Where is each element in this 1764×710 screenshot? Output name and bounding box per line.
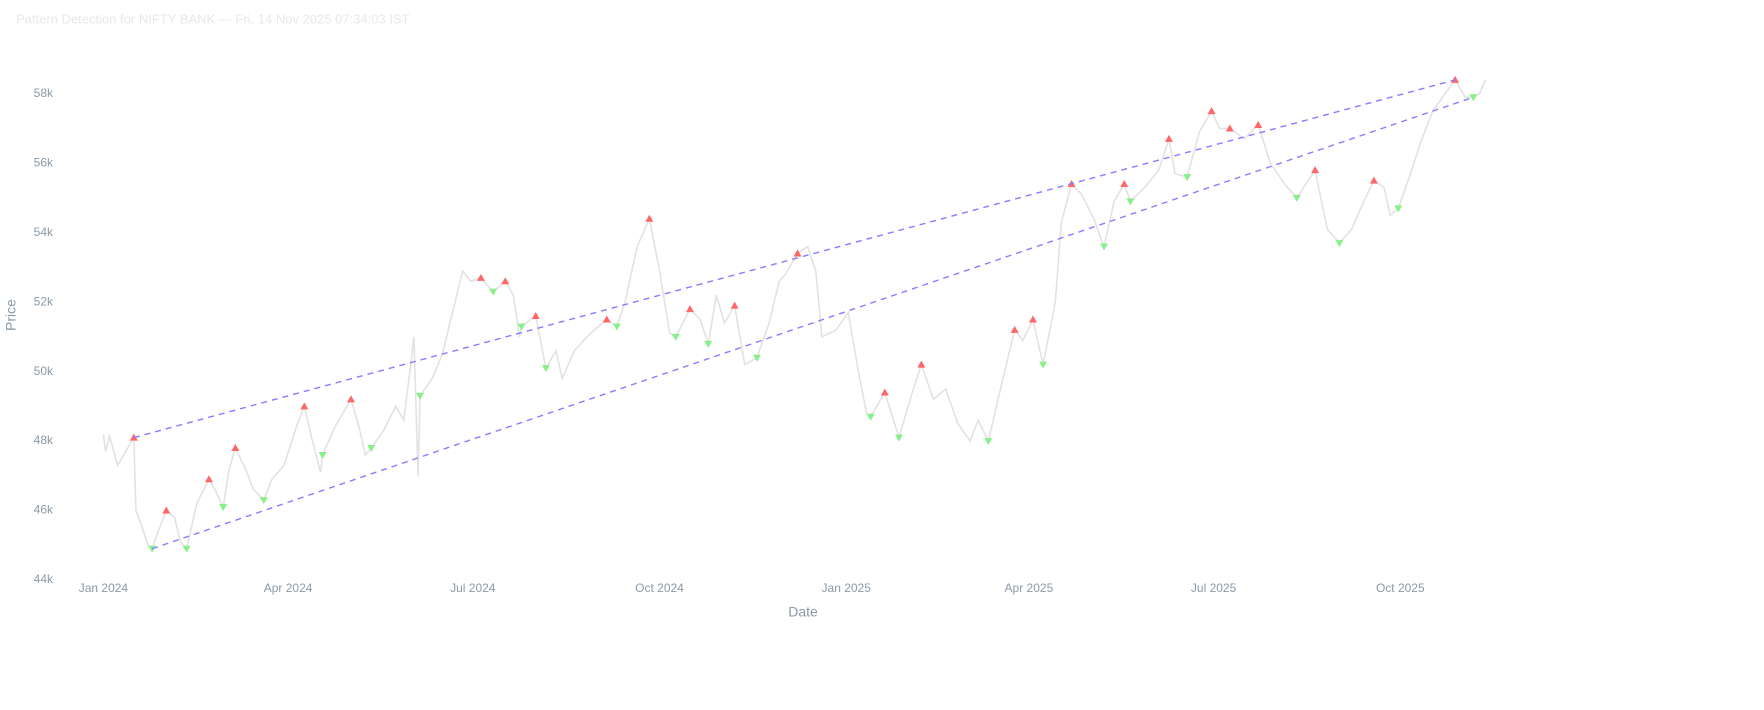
peak-marker bbox=[1028, 315, 1037, 323]
x-tick-label: Jul 2025 bbox=[1191, 581, 1237, 595]
peak-marker bbox=[1225, 124, 1234, 132]
trough-marker bbox=[612, 323, 621, 331]
trough-marker bbox=[517, 323, 526, 331]
y-tick-label: 48k bbox=[34, 433, 54, 447]
peak-marker bbox=[476, 273, 485, 281]
peak-marker bbox=[793, 249, 802, 257]
trend-line bbox=[133, 79, 1456, 439]
peak-marker bbox=[531, 312, 540, 320]
x-axis-title: Date bbox=[788, 604, 818, 620]
peak-marker bbox=[501, 277, 510, 285]
peak-marker bbox=[602, 315, 611, 323]
trend-line bbox=[151, 96, 1474, 550]
peak-marker bbox=[204, 475, 213, 483]
peak-marker bbox=[1311, 166, 1320, 174]
trough-marker bbox=[182, 545, 191, 553]
peak-marker bbox=[1369, 176, 1378, 184]
y-tick-label: 50k bbox=[34, 364, 54, 378]
trough-marker bbox=[259, 497, 268, 505]
chart-title: Pattern Detection for NIFTY BANK — Fri, … bbox=[16, 11, 410, 26]
peak-marker bbox=[880, 388, 889, 396]
x-tick-label: Oct 2024 bbox=[635, 581, 684, 595]
trough-marker bbox=[1099, 243, 1108, 251]
x-tick-label: Jan 2025 bbox=[822, 581, 872, 595]
peak-marker bbox=[300, 402, 309, 410]
peak-marker bbox=[917, 360, 926, 368]
peak-marker bbox=[730, 301, 739, 309]
trough-marker bbox=[752, 354, 761, 362]
trough-marker bbox=[1335, 240, 1344, 248]
x-tick-label: Jul 2024 bbox=[450, 581, 496, 595]
x-tick-label: Jan 2024 bbox=[79, 581, 129, 595]
trough-marker bbox=[984, 438, 993, 446]
peak-marker bbox=[1010, 325, 1019, 333]
trough-marker bbox=[671, 333, 680, 341]
trough-marker bbox=[318, 451, 327, 459]
trough-marker bbox=[219, 504, 228, 512]
peak-marker bbox=[1254, 120, 1263, 128]
peak-marker bbox=[685, 305, 694, 313]
peak-marker bbox=[231, 444, 240, 452]
peak-marker bbox=[1207, 107, 1216, 115]
y-tick-label: 46k bbox=[34, 503, 54, 517]
peak-marker bbox=[1120, 180, 1129, 188]
y-tick-label: 52k bbox=[34, 294, 54, 308]
trough-marker bbox=[416, 392, 425, 400]
trough-marker bbox=[148, 545, 157, 553]
trough-marker bbox=[1039, 361, 1048, 369]
trough-marker bbox=[866, 413, 875, 421]
y-tick-label: 44k bbox=[34, 572, 54, 586]
y-tick-label: 54k bbox=[34, 225, 54, 239]
trough-marker bbox=[704, 340, 713, 348]
trough-marker bbox=[1469, 94, 1478, 102]
x-tick-label: Oct 2025 bbox=[1376, 581, 1425, 595]
trough-marker bbox=[1394, 205, 1403, 213]
peak-marker bbox=[162, 506, 171, 514]
x-tick-label: Apr 2025 bbox=[1005, 581, 1054, 595]
peak-marker bbox=[347, 395, 356, 403]
peak-marker bbox=[1451, 75, 1460, 83]
peak-marker bbox=[645, 214, 654, 222]
trough-marker bbox=[541, 365, 550, 373]
trough-marker bbox=[367, 445, 376, 453]
trough-marker bbox=[895, 434, 904, 442]
peak-marker bbox=[1164, 134, 1173, 142]
trough-marker bbox=[1292, 194, 1301, 202]
trough-marker bbox=[1183, 174, 1192, 182]
y-tick-label: 58k bbox=[34, 86, 54, 100]
trough-marker bbox=[1126, 198, 1135, 206]
trough-marker bbox=[489, 288, 498, 296]
y-axis-title: Price bbox=[3, 299, 19, 331]
y-tick-label: 56k bbox=[34, 155, 54, 169]
price-line bbox=[102, 78, 1487, 551]
x-tick-label: Apr 2024 bbox=[264, 581, 313, 595]
